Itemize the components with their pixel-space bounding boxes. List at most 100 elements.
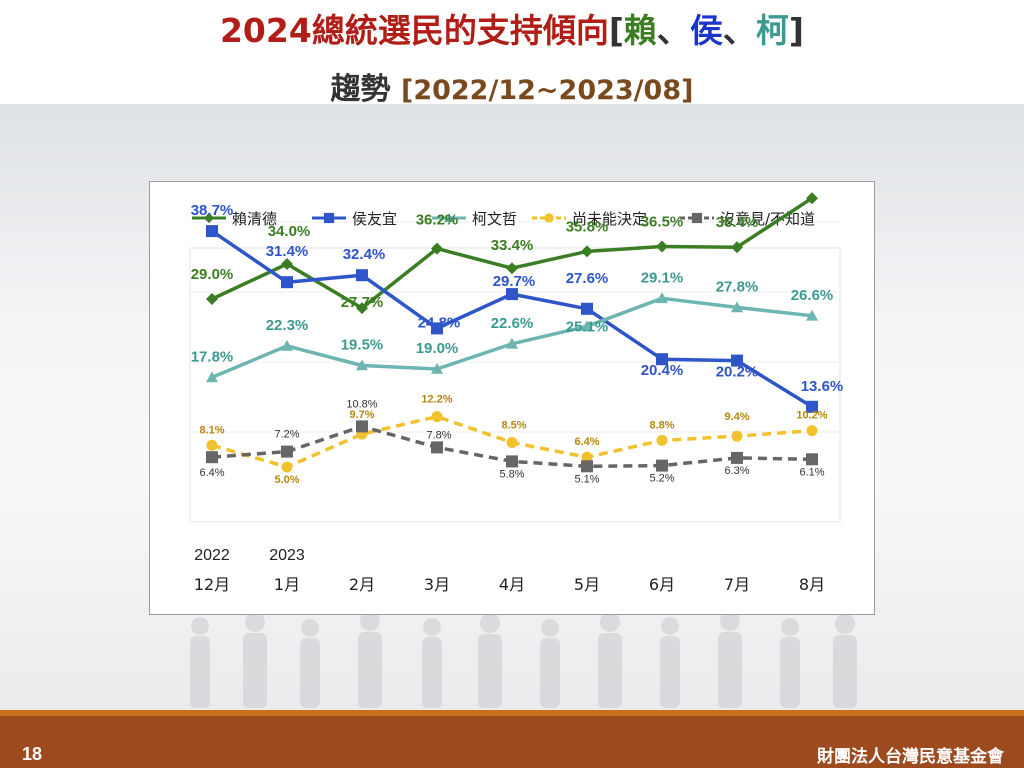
data-point-s2-6	[656, 292, 668, 304]
data-label-s4-6: 5.2%	[649, 473, 674, 485]
data-label-s0-7: 36.4%	[716, 214, 759, 231]
data-point-s1-7	[731, 354, 743, 367]
data-point-s0-8	[806, 192, 818, 205]
data-point-s4-5	[581, 460, 593, 473]
legend-marker-2	[443, 212, 455, 223]
data-label-s2-7: 27.8%	[716, 278, 759, 295]
legend-label-0: 賴清德	[232, 210, 277, 228]
data-label-s1-0: 38.7%	[191, 202, 234, 219]
x-year-label: 2022	[194, 547, 230, 564]
x-tick-label: 3月	[424, 575, 450, 594]
footer-bar: 18 財團法人台灣民意基金會	[0, 710, 1024, 768]
legend-label-2: 柯文哲	[472, 210, 517, 228]
data-label-s3-5: 6.4%	[574, 436, 599, 448]
data-point-s3-1	[281, 461, 293, 473]
data-label-s4-1: 7.2%	[274, 429, 299, 441]
line-chart: 賴清德 侯友宜 柯文哲 尚未能決定 沒意見/不知道 29.0% 34.0% 27.7% 36.2…	[189, 182, 844, 594]
data-point-s2-4	[506, 337, 518, 349]
data-point-s1-3	[431, 322, 443, 335]
legend-marker-4	[691, 212, 703, 224]
data-label-s2-4: 22.6%	[491, 315, 534, 332]
data-point-s3-0	[206, 439, 218, 451]
legend-marker-1	[323, 212, 335, 224]
data-point-s0-6	[656, 240, 668, 253]
slide-subtitle: 趨勢 [2022/12~2023/08]	[330, 72, 694, 107]
data-point-s2-5	[581, 320, 593, 332]
data-point-s0-0	[206, 293, 218, 305]
data-label-s1-6: 20.4%	[641, 362, 684, 379]
data-label-s1-1: 31.4%	[266, 243, 309, 260]
data-point-s0-3	[431, 242, 443, 255]
data-point-s2-1	[281, 339, 293, 351]
data-label-s3-0: 8.1%	[199, 424, 224, 436]
data-label-s2-5: 25.1%	[566, 318, 609, 335]
x-tick-label: 7月	[724, 575, 750, 594]
x-tick-label: 5月	[574, 575, 600, 594]
data-label-s1-8: 13.6%	[801, 378, 844, 395]
data-label-s2-0: 17.8%	[191, 348, 234, 365]
data-point-s4-3	[431, 441, 443, 454]
data-point-s0-5	[581, 245, 593, 258]
data-label-s3-2: 9.7%	[349, 409, 374, 421]
data-point-s2-8	[806, 309, 818, 321]
data-label-s4-3: 7.8%	[426, 429, 451, 441]
data-point-s0-1	[281, 258, 293, 270]
chart-panel: 賴清德 侯友宜 柯文哲 尚未能決定 沒意見/不知道 29.0% 34.0% 27.7% 36.2…	[149, 181, 875, 615]
data-point-s0-2	[356, 302, 368, 315]
data-label-s3-6: 8.8%	[649, 419, 674, 431]
data-label-s3-1: 5.0%	[274, 474, 299, 486]
data-label-s1-5: 27.6%	[566, 270, 609, 287]
data-label-s3-4: 8.5%	[501, 420, 526, 432]
legend-marker-3	[544, 213, 554, 223]
data-point-s1-0	[206, 225, 218, 238]
data-point-s3-6	[656, 434, 668, 446]
data-point-s0-7	[731, 241, 743, 254]
data-label-s1-3: 24.8%	[418, 314, 461, 331]
data-point-s1-1	[281, 276, 293, 289]
data-point-s3-3	[431, 411, 443, 423]
data-point-s4-2	[356, 420, 368, 433]
data-point-s1-4	[506, 288, 518, 301]
data-point-s2-0	[206, 371, 218, 383]
data-label-s2-6: 29.1%	[641, 269, 684, 286]
data-point-s2-2	[356, 359, 368, 371]
data-label-s1-4: 29.7%	[493, 273, 536, 290]
data-point-s2-3	[431, 363, 443, 374]
data-point-s2-7	[731, 301, 743, 313]
x-tick-label: 8月	[799, 575, 825, 594]
data-label-s4-4: 5.8%	[499, 468, 524, 480]
x-tick-label: 6月	[649, 575, 675, 594]
page-number: 18	[22, 744, 43, 764]
data-label-s3-7: 9.4%	[724, 411, 749, 423]
data-label-s2-2: 19.5%	[341, 337, 384, 354]
data-point-s4-7	[731, 451, 743, 464]
data-label-s1-7: 20.2%	[716, 364, 759, 381]
data-point-s1-8	[806, 400, 818, 413]
data-label-s2-3: 19.0%	[416, 340, 459, 357]
x-tick-label: 1月	[274, 575, 300, 594]
data-label-s3-3: 12.2%	[421, 394, 452, 406]
x-tick-label: 12月	[194, 575, 230, 594]
data-label-s4-5: 5.1%	[574, 473, 599, 485]
data-label-s2-1: 22.3%	[266, 317, 309, 334]
data-label-s2-8: 26.6%	[791, 287, 834, 304]
data-label-s4-8: 6.1%	[799, 466, 824, 478]
data-label-s4-7: 6.3%	[724, 465, 749, 477]
legend-label-3: 尚未能決定	[572, 210, 647, 228]
crowd-silhouette-decoration	[190, 612, 857, 708]
data-label-s4-0: 6.4%	[199, 467, 224, 479]
plot-area	[189, 247, 841, 523]
x-tick-label: 4月	[499, 575, 525, 594]
data-point-s4-6	[656, 459, 668, 472]
organization-name: 財團法人台灣民意基金會	[817, 747, 1004, 767]
slide-title: 2024總統選民的支持傾向[賴、侯、柯]	[219, 11, 805, 50]
data-label-s0-2: 27.7%	[341, 294, 384, 311]
data-point-s3-8	[806, 425, 818, 437]
data-label-s0-8: 43.4%	[793, 182, 836, 184]
legend-marker-0	[203, 212, 215, 224]
data-label-s4-2: 10.8%	[346, 398, 377, 410]
data-point-s3-4	[506, 437, 518, 448]
data-label-s0-5: 35.8%	[566, 218, 609, 235]
legend-label-4: 沒意見/不知道	[720, 210, 815, 228]
data-point-s1-6	[656, 353, 668, 366]
